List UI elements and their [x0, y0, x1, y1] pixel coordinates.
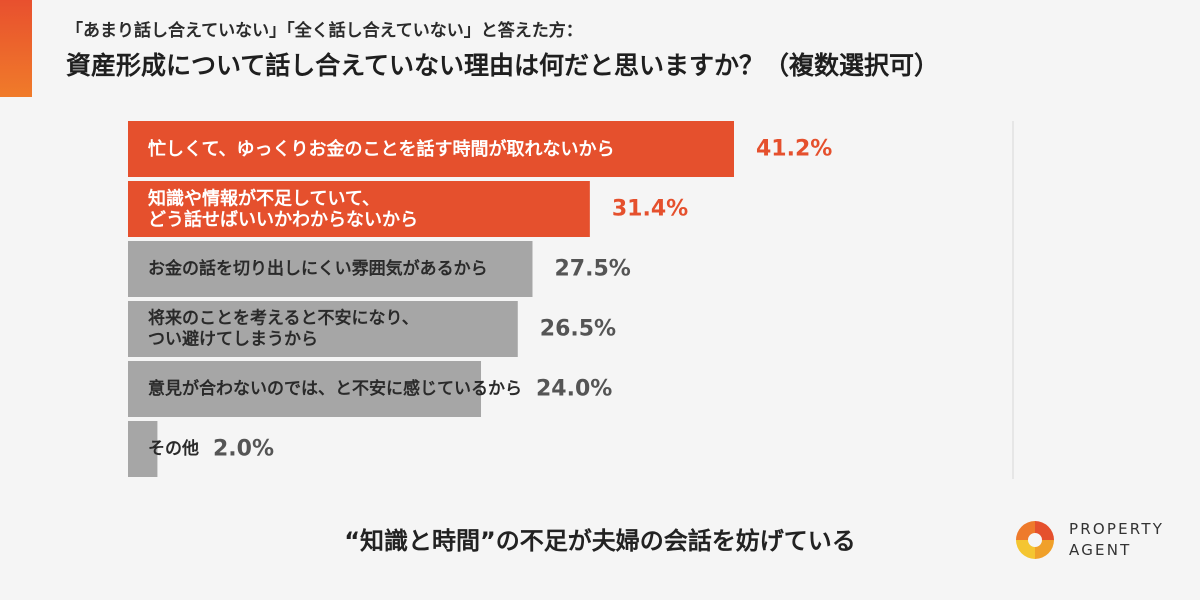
value-label-2: 31.4%	[612, 197, 688, 222]
brand-name: PROPERTY AGENT	[1069, 519, 1189, 561]
category-label-5: 意見が合わないのでは、と不安に感じているから	[148, 378, 522, 399]
value-label-4: 26.5%	[540, 317, 616, 342]
brand-name-line1: PROPERTY	[1069, 520, 1165, 538]
chart-subtitle: 「あまり話し合えていない」「全く話し合えていない」と答えた方：	[66, 21, 583, 41]
category-label-1: 忙しくて、ゆっくりお金のことを話す時間が取れないから	[148, 138, 615, 160]
category-label-6: その他	[148, 438, 199, 459]
category-label-3: お金の話を切り出しにくい雰囲気があるから	[148, 258, 488, 279]
bar-2	[128, 181, 590, 237]
bar-3	[128, 241, 533, 297]
value-label-5: 24.0%	[536, 377, 612, 402]
footer-note: “知識と時間”の不足が夫婦の会話を妨げている	[344, 527, 856, 555]
value-label-1: 41.2%	[756, 137, 832, 162]
bar-6	[128, 421, 158, 477]
category-label-4: 将来のことを考えると不安になり、つい避けてしまうから	[148, 308, 419, 350]
bar-5	[128, 361, 482, 417]
category-label-2: 知識や情報が不足していて、どう話せばいいかわからないから	[148, 187, 418, 230]
chart-title: 資産形成について話し合えていない理由は何だと思いますか？（複数選択可）	[66, 51, 940, 80]
property-agent-logo-icon	[1016, 521, 1054, 559]
bar-4	[128, 301, 518, 357]
accent-strip	[0, 0, 32, 97]
bar-1	[128, 121, 734, 177]
value-label-6: 2.0%	[213, 437, 274, 462]
value-label-3: 27.5%	[554, 257, 630, 282]
brand-name-line2: AGENT	[1069, 541, 1132, 559]
